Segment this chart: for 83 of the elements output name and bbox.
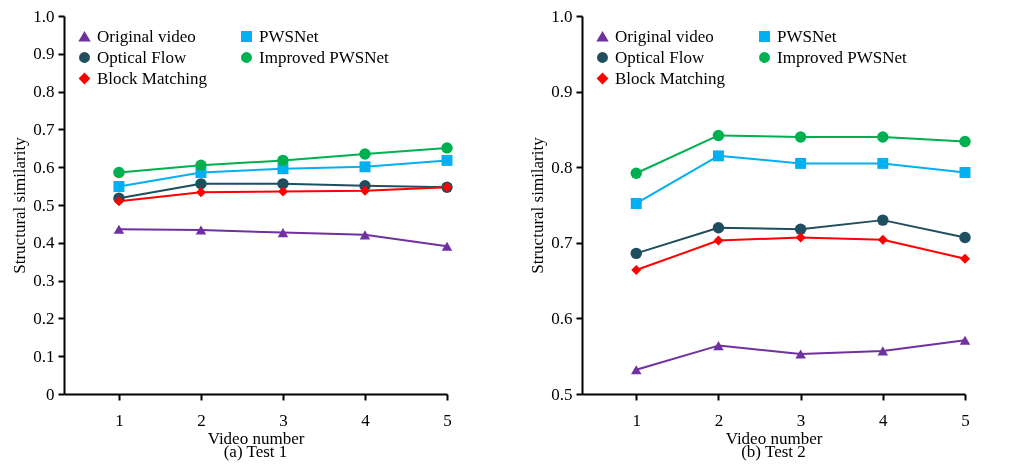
y-tick-label: 0.2 <box>33 308 55 328</box>
y-tick-label: 0.1 <box>33 346 55 366</box>
y-tick-label: 0.8 <box>551 157 573 177</box>
x-tick-label: 3 <box>796 410 806 430</box>
point <box>359 161 371 173</box>
x-tick-label: 3 <box>279 410 288 430</box>
x-tick-label: 1 <box>115 410 124 430</box>
point <box>877 131 889 143</box>
point <box>959 167 971 178</box>
point <box>713 235 724 246</box>
point <box>795 157 807 169</box>
point <box>631 365 642 375</box>
point <box>877 214 889 226</box>
point <box>630 167 642 179</box>
legend-label: Optical Flow <box>97 47 187 67</box>
y-tick-label: 0.3 <box>33 271 55 291</box>
legend-label: PWSNet <box>777 26 837 46</box>
point <box>195 178 207 190</box>
y-tick-label: 0.9 <box>33 44 55 64</box>
point <box>277 186 288 197</box>
y-axis-title: Structural similarity <box>528 136 548 274</box>
point <box>712 150 724 162</box>
point <box>877 346 889 356</box>
x-tick-label: 5 <box>961 410 970 430</box>
y-axis-title: Structural similarity <box>10 136 30 274</box>
point <box>630 198 642 209</box>
y-tick-label: 0.6 <box>551 308 573 328</box>
x-tick-label: 4 <box>879 410 889 430</box>
y-tick-label: 0.6 <box>33 157 55 177</box>
y-tick-label: 0.5 <box>33 195 55 215</box>
point <box>441 241 453 251</box>
point <box>795 232 806 243</box>
point <box>959 335 971 345</box>
point <box>113 166 125 179</box>
point <box>277 178 289 190</box>
point <box>441 142 453 154</box>
y-tick-label: 0.7 <box>551 233 573 253</box>
x-tick-label: 2 <box>714 410 724 430</box>
legend-label: Original video <box>97 26 196 46</box>
legend-label: Improved PWSNet <box>777 47 908 67</box>
point <box>113 196 124 207</box>
point <box>959 231 971 244</box>
y-tick-label: 0.4 <box>33 233 55 253</box>
x-tick-label: 4 <box>361 410 371 430</box>
point <box>359 185 370 196</box>
legend-label: Block Matching <box>97 68 208 88</box>
point <box>359 148 371 160</box>
point <box>795 349 806 359</box>
point <box>195 225 207 235</box>
point <box>794 223 807 235</box>
point <box>794 131 807 143</box>
point <box>195 187 206 198</box>
y-tick-label: 0.7 <box>33 119 55 139</box>
point <box>277 154 289 167</box>
y-tick-label: 0.5 <box>551 384 573 404</box>
point <box>877 234 888 245</box>
y-tick-label: 0 <box>46 384 55 404</box>
point <box>960 253 970 264</box>
y-tick-label: 1.0 <box>33 6 55 26</box>
y-tick-label: 1.0 <box>551 6 573 26</box>
point <box>441 154 453 166</box>
x-tick-label: 2 <box>197 410 206 430</box>
x-tick-label: 5 <box>443 410 452 430</box>
legend-label: Block Matching <box>615 68 726 88</box>
legend-label: Optical Flow <box>615 47 705 67</box>
legend-label: Original video <box>615 26 714 46</box>
point <box>712 129 725 142</box>
y-tick-label: 0.8 <box>33 82 55 102</box>
point <box>630 247 642 260</box>
point <box>959 135 971 148</box>
y-tick-label: 0.9 <box>551 82 573 102</box>
point <box>359 230 371 240</box>
point <box>195 159 207 171</box>
point <box>712 221 725 234</box>
legend-label: Improved PWSNet <box>259 47 390 67</box>
point <box>631 265 642 276</box>
point <box>113 224 125 234</box>
point <box>113 181 125 192</box>
point <box>877 157 889 169</box>
point <box>277 228 289 238</box>
point <box>713 341 724 351</box>
x-tick-label: 1 <box>632 410 641 430</box>
legend-label: PWSNet <box>259 26 319 46</box>
